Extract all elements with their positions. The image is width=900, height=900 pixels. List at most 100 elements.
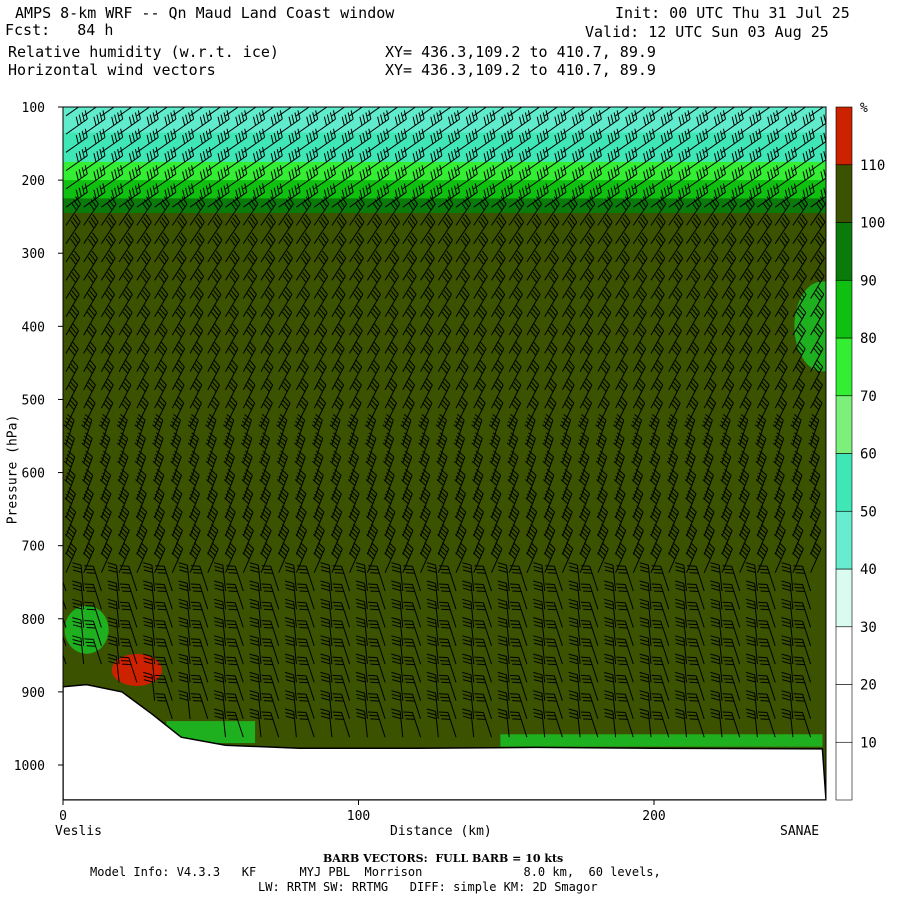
wind-barb xyxy=(83,107,98,117)
wind-barb xyxy=(136,323,150,354)
wind-barb xyxy=(155,674,173,701)
wind-barb xyxy=(738,523,751,555)
wind-barb xyxy=(296,165,319,190)
wind-barb xyxy=(366,214,383,244)
wind-barb xyxy=(580,638,599,665)
wind-barb xyxy=(579,250,595,281)
wind-barb xyxy=(119,620,138,646)
wind-barb xyxy=(616,565,634,592)
colorbar-segment xyxy=(835,626,853,685)
wind-barb xyxy=(189,165,212,190)
wind-barb xyxy=(81,414,93,445)
wind-barb xyxy=(420,305,434,336)
wind-barb xyxy=(190,620,209,646)
wind-barb xyxy=(491,396,504,427)
wind-barb xyxy=(329,414,341,445)
wind-barb xyxy=(739,396,752,427)
wind-barb xyxy=(756,250,772,281)
wind-barb xyxy=(402,146,425,172)
wind-barb xyxy=(136,542,148,573)
wind-barb xyxy=(792,183,815,208)
wind-barb xyxy=(223,450,235,482)
wind-barb xyxy=(420,323,434,354)
wind-barb xyxy=(579,146,602,172)
wind-barb xyxy=(383,487,396,519)
wind-barb xyxy=(630,414,642,445)
wind-barb xyxy=(438,601,457,628)
wind-barb xyxy=(331,165,354,190)
wind-barb xyxy=(403,620,422,646)
wind-barb xyxy=(686,268,701,299)
colorbar-label: 110 xyxy=(860,158,885,174)
wind-barb xyxy=(560,468,572,500)
wind-barb xyxy=(213,635,226,665)
wind-barb xyxy=(616,638,634,665)
wind-barb xyxy=(384,183,407,208)
wind-barb xyxy=(402,165,425,190)
wind-barb xyxy=(722,693,741,720)
wind-barb xyxy=(809,523,822,555)
wind-barb xyxy=(810,214,826,244)
wind-barb xyxy=(155,656,173,683)
wind-barb xyxy=(579,110,602,135)
wind-barb xyxy=(384,268,400,299)
wind-barb xyxy=(331,323,345,354)
wind-barb xyxy=(437,268,453,299)
wind-barb xyxy=(171,396,185,427)
wind-barb xyxy=(703,146,726,172)
wind-barb xyxy=(437,286,452,318)
wind-barb xyxy=(213,598,226,628)
wind-barb xyxy=(781,671,794,701)
wind-barb xyxy=(154,165,177,190)
wind-barb xyxy=(65,110,88,135)
wind-barb xyxy=(810,396,823,427)
wind-barb xyxy=(533,635,546,665)
wind-barb xyxy=(368,583,386,610)
wind-barb xyxy=(438,110,461,135)
wind-barb xyxy=(426,671,439,701)
wind-barb xyxy=(792,305,807,336)
wind-barb xyxy=(650,110,673,135)
wind-barb xyxy=(438,183,461,208)
wind-barb xyxy=(242,268,258,299)
wind-barb xyxy=(367,107,381,117)
x-endpoint-right: SANAE xyxy=(780,824,820,839)
wind-barb xyxy=(525,505,538,537)
wind-barb xyxy=(639,598,652,628)
wind-barb xyxy=(349,232,365,263)
wind-barb xyxy=(615,110,638,135)
wind-barb xyxy=(650,250,666,281)
wind-barb xyxy=(189,110,212,135)
wind-barb xyxy=(400,450,413,482)
wind-barb xyxy=(107,562,120,592)
wind-barb xyxy=(107,580,120,610)
wind-barb xyxy=(402,196,418,226)
wind-barb xyxy=(384,542,396,573)
wind-barb xyxy=(545,693,563,720)
wind-barb xyxy=(118,214,134,244)
wind-barb xyxy=(349,128,372,153)
wind-barb xyxy=(261,583,280,610)
y-axis-label: Pressure (hPa) xyxy=(5,414,21,525)
wind-barb xyxy=(368,638,386,665)
wind-barb xyxy=(545,620,563,646)
wind-barb xyxy=(426,617,439,646)
wind-barb xyxy=(639,562,652,592)
wind-barb xyxy=(739,323,753,354)
wind-barb xyxy=(462,635,475,665)
wind-barb xyxy=(562,146,585,172)
wind-barb xyxy=(639,671,652,701)
wind-barb xyxy=(687,693,705,720)
wind-barb xyxy=(614,542,627,573)
wind-barb xyxy=(107,617,120,646)
wind-barb xyxy=(650,396,663,427)
wind-barb xyxy=(401,487,413,519)
wind-barb xyxy=(651,565,670,592)
wind-barb xyxy=(509,711,528,738)
wind-barb xyxy=(667,468,679,500)
wind-barb xyxy=(790,414,802,445)
valid-time: Valid: 12 UTC Sun 03 Aug 25 xyxy=(585,23,829,41)
wind-barb xyxy=(533,598,546,628)
wind-barb xyxy=(509,601,528,628)
wind-barb xyxy=(604,562,617,592)
